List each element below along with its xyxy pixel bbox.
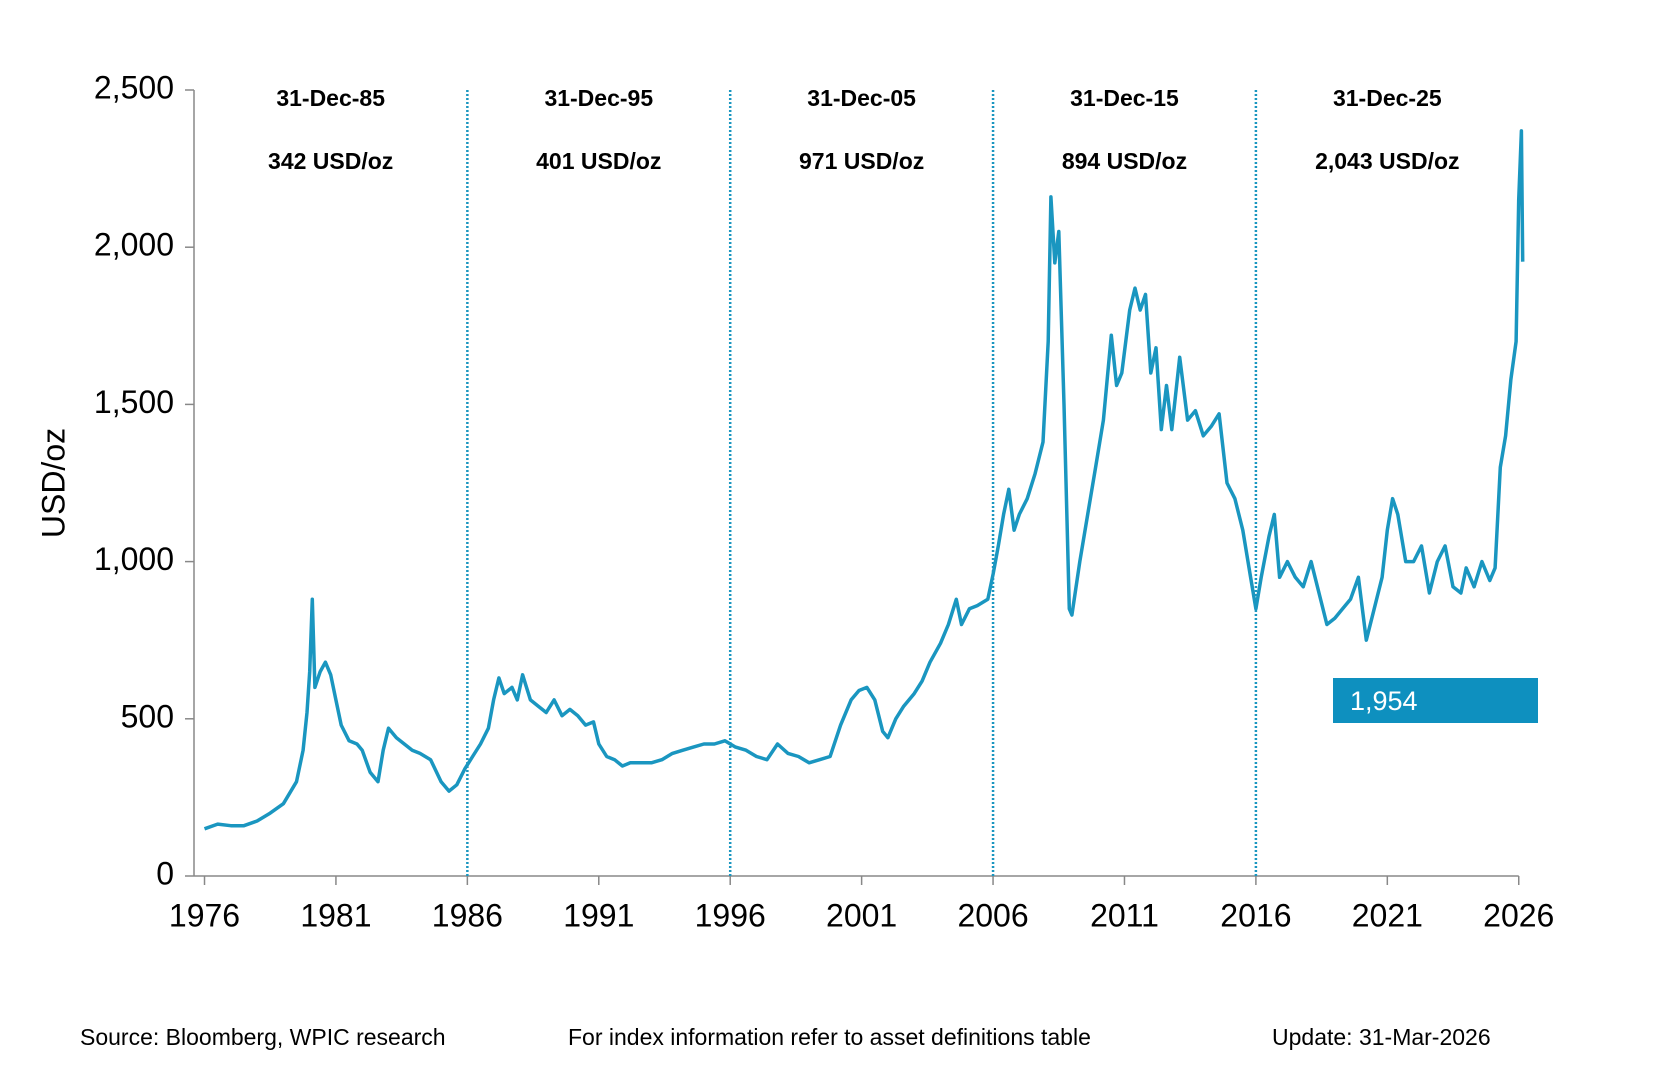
x-tick-label: 2016	[1220, 897, 1291, 933]
x-tick-label: 2006	[957, 897, 1028, 933]
annotation-date: 31-Dec-15	[1070, 85, 1179, 111]
footer-text: For index information refer to asset def…	[568, 1024, 1091, 1050]
price-line	[203, 129, 1525, 831]
annotation-price: 401 USD/oz	[536, 148, 661, 174]
annotation-date: 31-Dec-25	[1333, 85, 1442, 111]
annotation-date: 31-Dec-05	[807, 85, 916, 111]
y-tick-label: 2,000	[94, 227, 174, 263]
y-axis-label: USD/oz	[35, 428, 71, 538]
annotation-price: 894 USD/oz	[1062, 148, 1187, 174]
annotation-price: 2,043 USD/oz	[1315, 148, 1459, 174]
footer-text: Update: 31-Mar-2026	[1272, 1024, 1491, 1050]
y-tick-label: 2,500	[94, 69, 174, 105]
x-tick-label: 1976	[169, 897, 240, 933]
x-tick-label: 2011	[1090, 897, 1159, 933]
x-tick-label: 1991	[563, 897, 634, 933]
x-tick-label: 2001	[826, 897, 897, 933]
x-tick-label: 2026	[1483, 897, 1554, 933]
y-tick-label: 0	[156, 855, 174, 891]
y-tick-label: 1,500	[94, 384, 174, 420]
x-tick-label: 1996	[695, 897, 766, 933]
callout-label: 1,954	[1350, 686, 1418, 716]
annotation-date: 31-Dec-85	[276, 85, 385, 111]
callout-box	[1333, 678, 1538, 723]
y-tick-label: 500	[121, 698, 174, 734]
x-tick-label: 2021	[1352, 897, 1423, 933]
annotation-price: 971 USD/oz	[799, 148, 924, 174]
annotation-date: 31-Dec-95	[544, 85, 653, 111]
footer-text: Source: Bloomberg, WPIC research	[80, 1024, 446, 1050]
x-tick-label: 1981	[300, 897, 371, 933]
x-tick-label: 1986	[432, 897, 503, 933]
annotation-price: 342 USD/oz	[268, 148, 393, 174]
y-tick-label: 1,000	[94, 541, 174, 577]
